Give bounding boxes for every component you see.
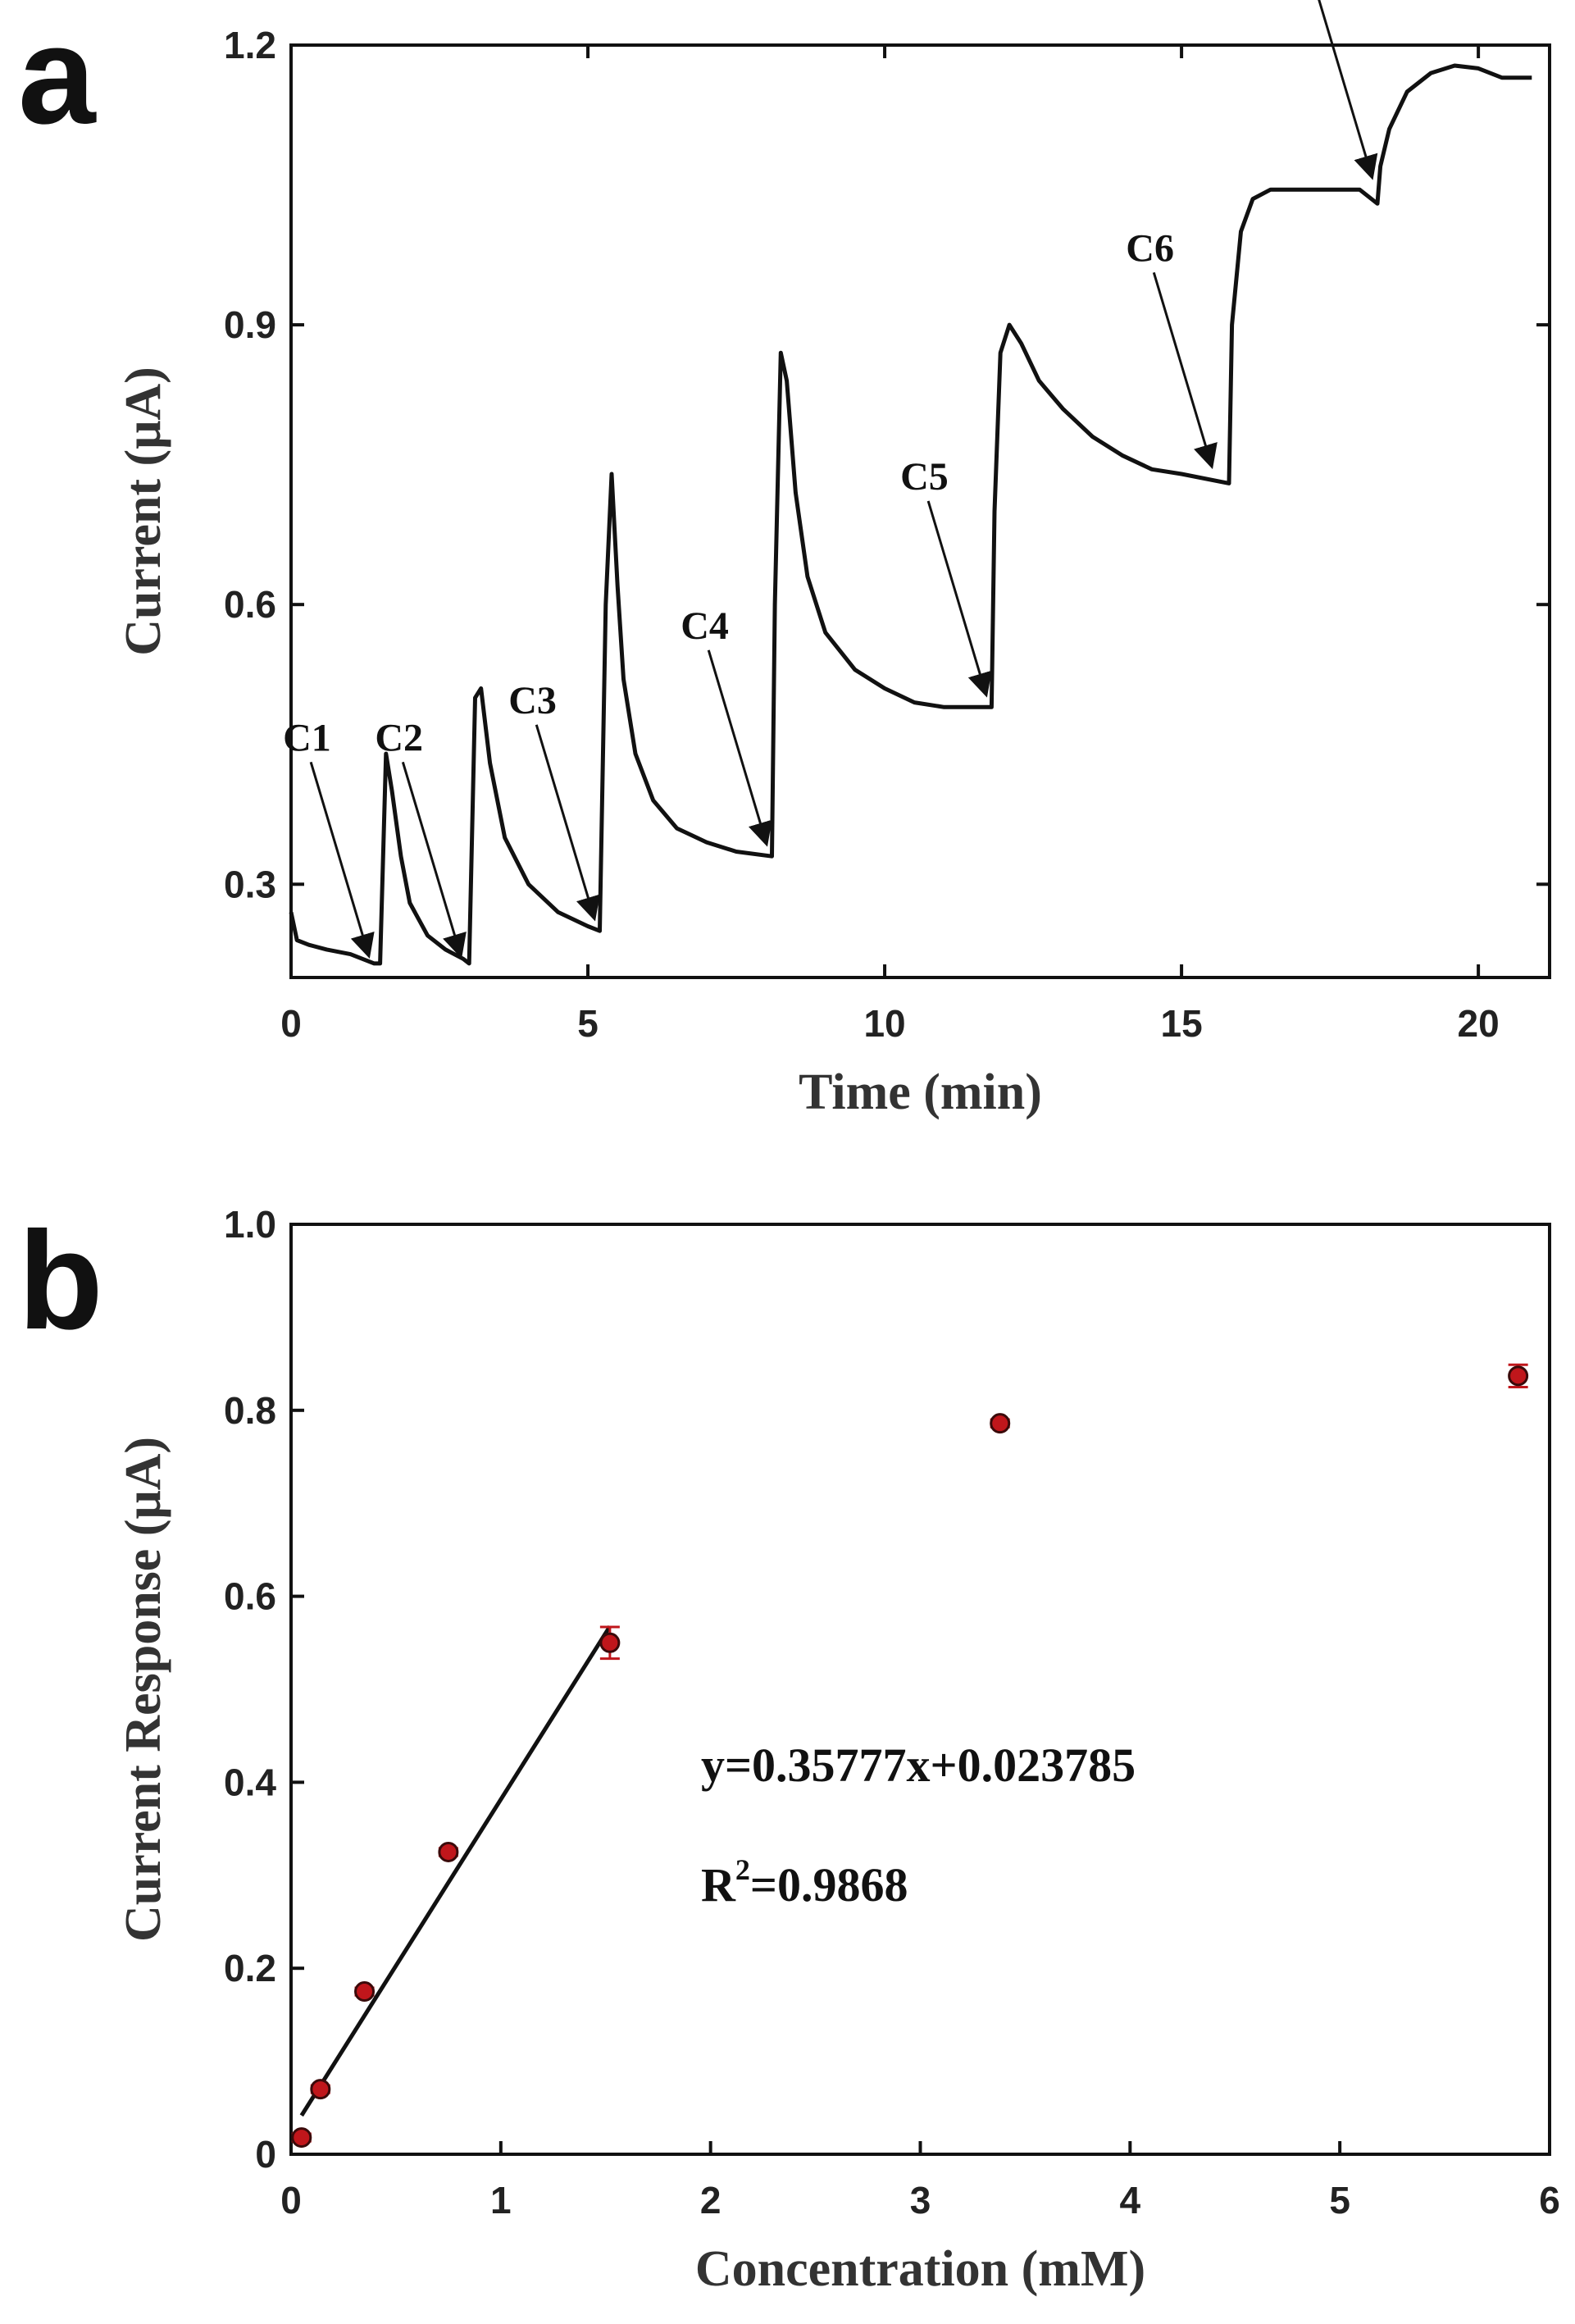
panel-b-fit-line [299,1625,612,2117]
panel-b-xtick-label: 6 [1539,2179,1560,2221]
panel-b-point [438,1841,459,1862]
panel-b-ytick-label: 0.8 [224,1389,276,1432]
panel-b-xtick-label: 5 [1329,2179,1350,2221]
r2-value: =0.9868 [750,1858,908,1912]
annotation-arrow-c1 [309,761,375,959]
annotation-arrow-c7 [1318,0,1378,180]
annotation-label-c5: C5 [900,455,949,499]
panel-a-ytick-label: 0.6 [224,583,276,626]
panel-a-ylabel: Current (μA) [116,367,171,656]
panel-letter-a: a [18,0,97,153]
panel-b-xtick-label: 1 [490,2179,512,2221]
annotation-label-c3: C3 [508,679,557,722]
panel-b-frame [289,1223,1551,2156]
panel-b-ytick-label: 0.6 [224,1575,276,1618]
panel-a-ticks: 0 5 10 15 20 0.3 0.6 0.9 1.2 [224,24,1550,1045]
panel-a-ytick-label: 0.9 [224,303,276,346]
panel-a-ytick-label: 0.3 [224,863,276,905]
panel-a-xlabel: Time (min) [799,1064,1042,1120]
panel-b-xtick-label: 2 [700,2179,721,2221]
panel-b-xtick-label: 3 [910,2179,931,2221]
panel-b-ytick-label: 1.0 [224,1203,276,1246]
panel-b-point [599,1632,621,1653]
panel-b-point [1508,1365,1529,1387]
annotation-label-c6: C6 [1126,226,1174,270]
panel-b-ytick-label: 0.4 [224,1761,276,1803]
panel-b-ylabel: Current Response (μA) [116,1437,171,1942]
panel-b-r2: R2=0.9868 [701,1853,908,1912]
r2-superscript: 2 [735,1853,750,1886]
r2-prefix: R [701,1858,736,1912]
panel-b-equation: y=0.35777x+0.023785 [701,1738,1136,1792]
panel-a-frame [289,43,1551,979]
panel-letter-b: b [18,1203,103,1359]
annotation-label-c1: C1 [283,716,331,759]
annotation-arrow-c6 [1152,271,1218,470]
panel-b-xtick-label: 0 [280,2179,302,2221]
panel-b-points [291,1363,1529,2149]
panel-a-xtick-label: 15 [1160,1002,1202,1045]
panel-b-ytick-label: 0.2 [224,1947,276,1989]
panel-a-annotations: C1C2C3C4C5C6C7 [283,0,1378,959]
panel-b-point [310,2079,331,2100]
panel-b-xtick-label: 4 [1120,2179,1141,2221]
annotation-arrow-c4 [707,649,772,847]
panel-b-xlabel: Concentration (mM) [695,2241,1145,2297]
annotation-arrow-c5 [926,500,992,698]
panel-b-ytick-label: 0 [255,2133,276,2176]
panel-a-xtick-label: 5 [577,1002,599,1045]
panel-a-ytick-label: 1.2 [224,24,276,66]
panel-a-series-line [289,63,1532,966]
panel-b-ticks: 0 1 2 3 4 5 6 0 0.2 0.4 0.6 0.8 1.0 [224,1203,1560,2221]
panel-b-point [354,1981,376,2003]
annotation-label-c4: C4 [681,604,729,648]
panel-a-xtick-label: 0 [280,1002,302,1045]
panel-a-xtick-label: 10 [863,1002,905,1045]
panel-b-point [990,1413,1011,1434]
annotation-arrow-c3 [535,724,600,922]
panel-b-chart: 0 1 2 3 4 5 6 0 0.2 0.4 0.6 0.8 1.0 y=0.35777x+0.023… [116,1203,1560,2297]
annotation-arrow-c2 [401,761,467,959]
panel-b-point [291,2127,312,2149]
panel-a-xtick-label: 20 [1458,1002,1500,1045]
annotation-label-c2: C2 [375,716,423,759]
